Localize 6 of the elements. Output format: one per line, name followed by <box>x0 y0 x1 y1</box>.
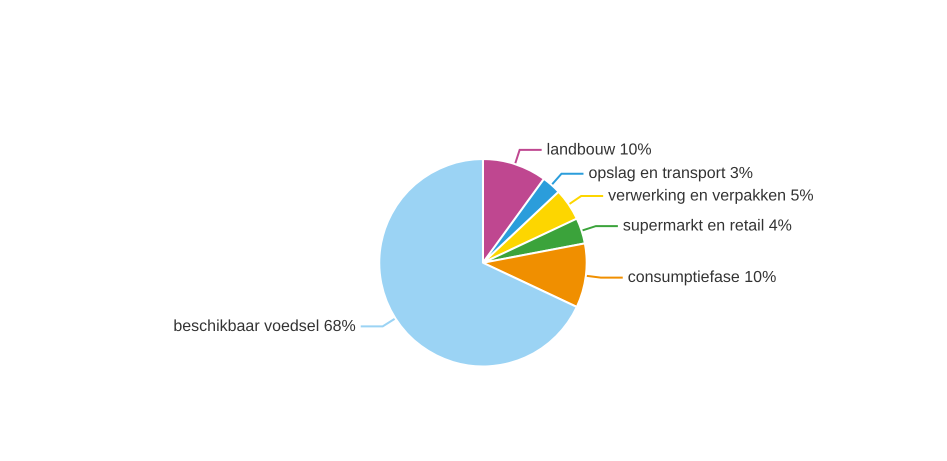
slice-label: consumptiefase 10% <box>628 269 776 286</box>
slice-label: supermarkt en retail 4% <box>622 218 792 235</box>
slice-label: beschikbaar voedsel 68% <box>173 318 356 335</box>
slice-label: opslag en transport 3% <box>588 165 754 182</box>
slice-label: verwerking en verpakken 5% <box>608 188 814 205</box>
slice-label: landbouw 10% <box>546 141 652 158</box>
